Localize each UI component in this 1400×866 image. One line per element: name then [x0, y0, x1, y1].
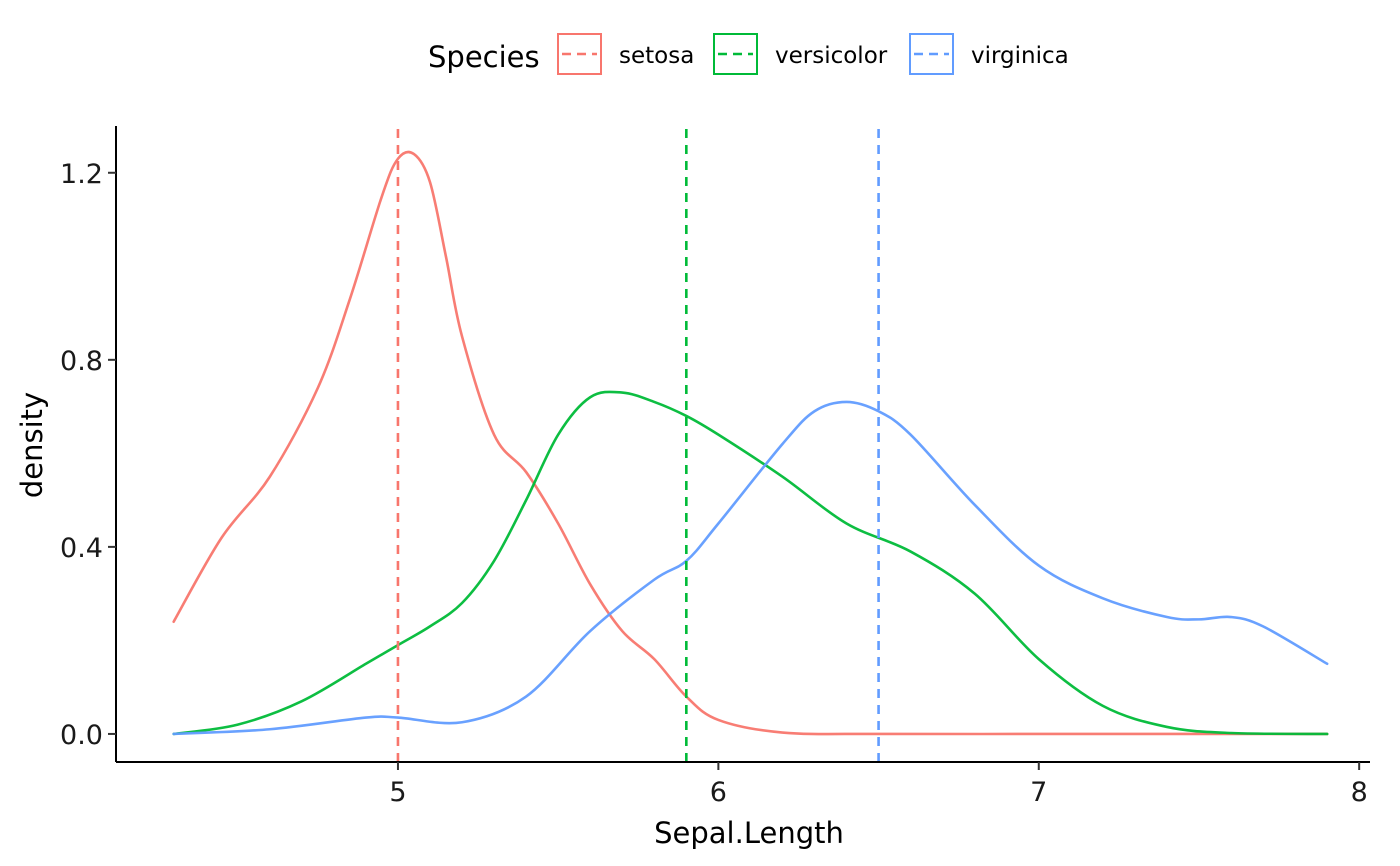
x-axis-title: Sepal.Length	[654, 816, 844, 850]
plot-area	[172, 129, 1329, 762]
x-tick-label: 5	[389, 777, 406, 808]
legend-label-setosa: setosa	[619, 43, 694, 69]
legend: Species setosa versicolor virginica	[428, 33, 1069, 75]
density-line-setosa	[172, 150, 1329, 736]
legend-title: Species	[428, 40, 540, 74]
axes: Sepal.Length density 5 6 7 8 0.0 0.4 0.8 1.2	[15, 126, 1370, 850]
legend-label-versicolor: versicolor	[775, 43, 888, 69]
y-tick-label: 1.2	[60, 159, 103, 190]
y-axis-title: density	[15, 392, 49, 498]
x-tick-label: 8	[1351, 777, 1368, 808]
y-tick-label: 0.0	[60, 720, 103, 751]
density-line-virginica	[172, 400, 1329, 736]
x-tick-label: 6	[710, 777, 727, 808]
density-line-versicolor	[172, 390, 1329, 736]
x-tick-label: 7	[1030, 777, 1047, 808]
y-tick-label: 0.8	[60, 346, 103, 377]
legend-label-virginica: virginica	[971, 43, 1069, 69]
y-tick-label: 0.4	[60, 533, 103, 564]
